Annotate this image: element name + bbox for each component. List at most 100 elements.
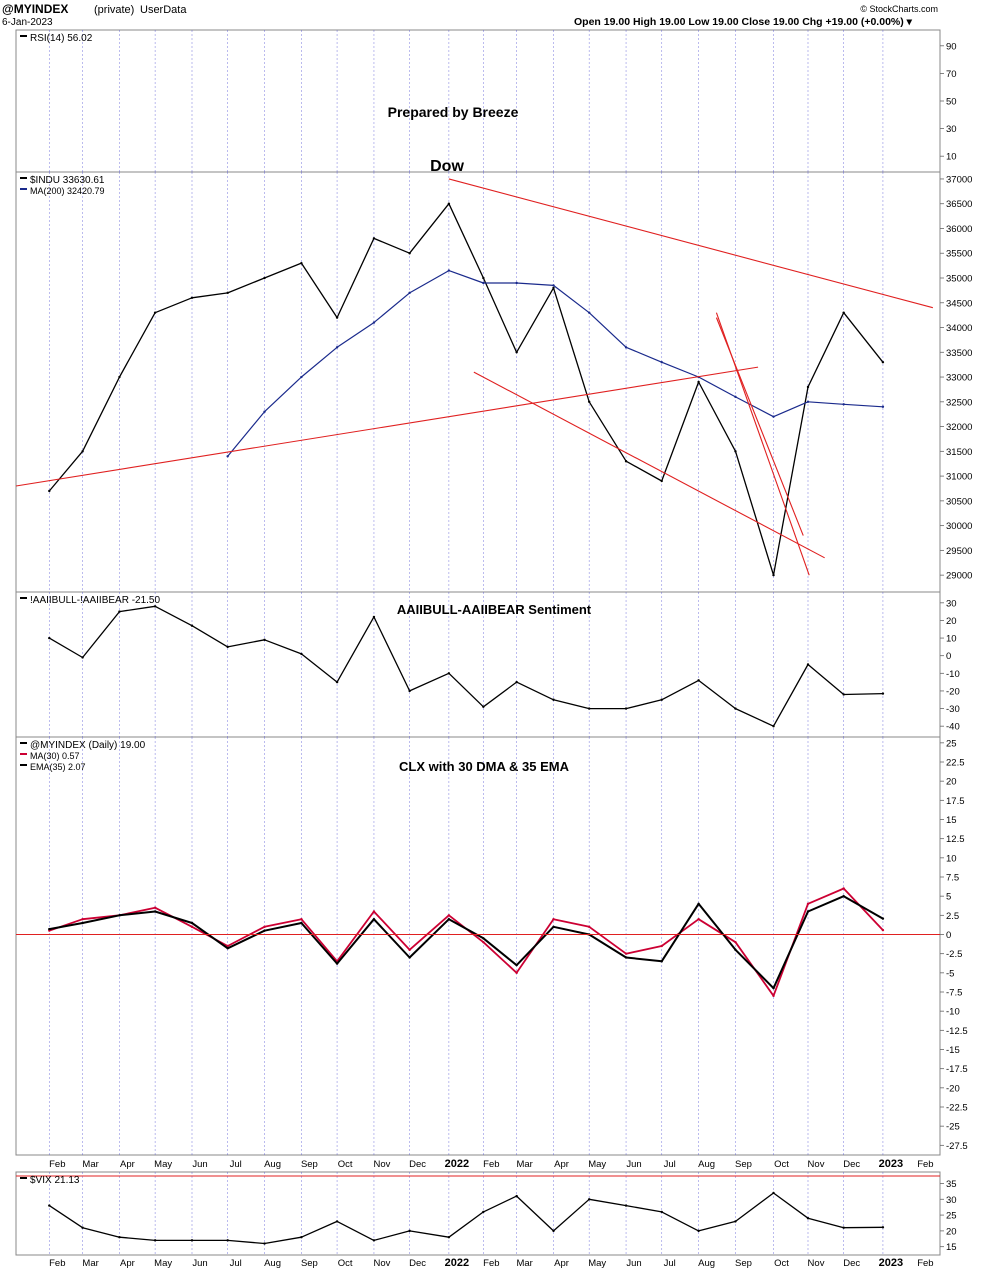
data-point xyxy=(515,971,518,975)
x-tick-label: Apr xyxy=(120,1258,135,1269)
data-point xyxy=(81,656,84,659)
data-point xyxy=(300,917,303,921)
data-point xyxy=(408,291,411,295)
data-point xyxy=(482,705,485,708)
y-tick-label: 30 xyxy=(946,124,957,135)
data-point xyxy=(372,910,376,913)
y-tick-label: -17.5 xyxy=(946,1064,968,1075)
y-tick-label: 2.5 xyxy=(946,911,959,922)
data-point xyxy=(226,455,229,458)
panel-legend-sentiment: !AAIIBULL-!AAIIBEAR -21.50 xyxy=(30,595,160,606)
x-tick-label: May xyxy=(154,1159,172,1170)
data-point xyxy=(190,921,194,925)
dow-label: Dow xyxy=(430,158,464,175)
data-point xyxy=(772,573,775,577)
data-point xyxy=(772,1191,775,1195)
panel-legend-rsi: RSI(14) 56.02 xyxy=(30,33,93,44)
x-tick-label: Sep xyxy=(301,1159,318,1170)
y-tick-label: 50 xyxy=(946,97,957,108)
y-tick-label: -2.5 xyxy=(946,949,962,960)
data-point xyxy=(335,680,339,684)
data-point xyxy=(772,724,775,728)
y-tick-label: 15 xyxy=(946,815,957,826)
y-tick-label: 12.5 xyxy=(946,834,965,845)
data-point xyxy=(881,405,885,408)
data-point xyxy=(190,925,194,929)
data-point xyxy=(515,963,518,967)
x-tick-label: May xyxy=(154,1258,172,1269)
y-tick-label: 10 xyxy=(946,634,957,645)
x-tick-label: Apr xyxy=(554,1258,569,1269)
data-point xyxy=(881,928,885,932)
data-point xyxy=(587,400,591,404)
data-point xyxy=(482,281,485,285)
data-point xyxy=(263,276,266,280)
data-point xyxy=(660,698,663,701)
legend-swatch xyxy=(20,742,27,744)
x-tick-label: Nov xyxy=(808,1258,825,1269)
data-point xyxy=(447,672,451,675)
panel-frame-rsi xyxy=(15,29,941,173)
data-point xyxy=(734,940,737,944)
x-tick-label: Sep xyxy=(301,1258,318,1269)
data-point xyxy=(842,887,845,890)
y-tick-label: -15 xyxy=(946,1045,960,1056)
data-point xyxy=(842,894,845,898)
data-point xyxy=(806,663,810,666)
data-point xyxy=(300,652,303,656)
x-tick-label: Dec xyxy=(843,1258,860,1269)
x-tick-label: Feb xyxy=(483,1159,499,1170)
data-point xyxy=(48,636,51,640)
x-tick-label: Jul xyxy=(664,1258,676,1269)
data-point xyxy=(842,311,845,314)
data-point xyxy=(697,1229,700,1233)
x-tick-label: 2022 xyxy=(445,1158,469,1170)
y-tick-label: 36500 xyxy=(946,199,972,210)
data-point xyxy=(408,948,411,952)
data-point xyxy=(842,403,845,406)
data-point xyxy=(447,269,451,272)
x-tick-label: Oct xyxy=(774,1159,789,1170)
data-point xyxy=(153,910,157,913)
y-tick-label: -40 xyxy=(946,722,960,733)
data-point xyxy=(226,947,229,950)
data-point xyxy=(81,450,84,453)
data-point xyxy=(372,917,376,921)
x-tick-label: Jun xyxy=(192,1159,207,1170)
data-point xyxy=(48,1204,51,1207)
x-tick-label: Oct xyxy=(774,1258,789,1269)
y-tick-label: 0 xyxy=(946,930,951,941)
data-point xyxy=(806,400,810,404)
data-point xyxy=(408,252,411,255)
trendline xyxy=(15,366,759,487)
data-point xyxy=(335,962,339,965)
data-point xyxy=(408,1229,411,1233)
data-point xyxy=(408,956,411,959)
data-point xyxy=(806,385,810,389)
data-point xyxy=(48,489,51,493)
y-tick-label: -5 xyxy=(946,968,954,979)
data-point xyxy=(734,395,737,399)
x-tick-label: May xyxy=(588,1258,606,1269)
data-point xyxy=(552,286,555,290)
x-tick-label: Mar xyxy=(82,1258,98,1269)
data-point xyxy=(81,921,84,925)
data-point xyxy=(624,460,628,463)
series-line-dow-1 xyxy=(227,270,883,457)
panel-frame-dow xyxy=(15,171,941,593)
data-point xyxy=(734,450,737,453)
legend-swatch xyxy=(20,1177,27,1179)
y-tick-label: 20 xyxy=(946,777,957,788)
data-point xyxy=(118,375,121,379)
x-tick-label: Feb xyxy=(49,1258,65,1269)
y-tick-label: -10 xyxy=(946,1007,960,1018)
data-point xyxy=(300,375,303,379)
data-point xyxy=(226,291,229,295)
data-point xyxy=(772,986,775,990)
data-point xyxy=(48,927,51,931)
data-point xyxy=(697,380,700,384)
data-point xyxy=(660,479,663,483)
data-point xyxy=(190,1239,194,1242)
data-point xyxy=(482,1210,485,1214)
data-point xyxy=(587,707,591,710)
